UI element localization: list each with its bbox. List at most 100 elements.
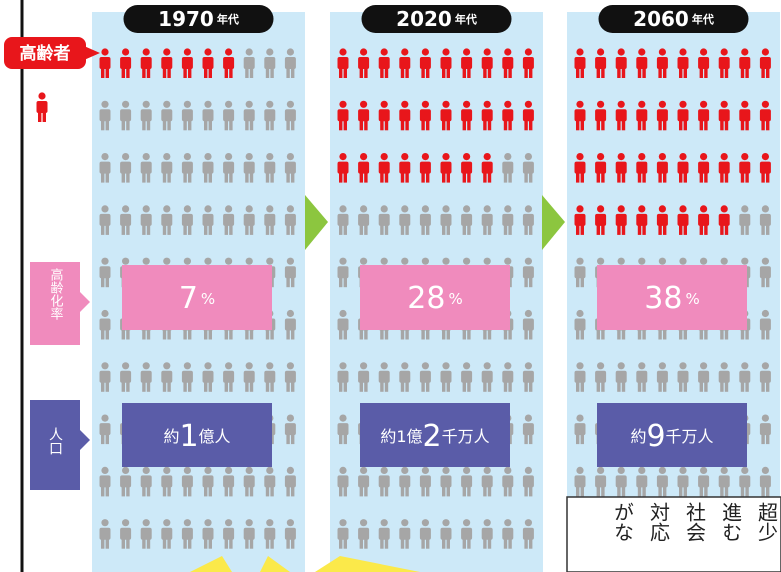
head [225,205,233,213]
leg [524,223,528,235]
head [204,100,212,108]
head [421,466,429,474]
leg [621,223,626,235]
person-icon [698,48,710,78]
rate-unit: % [685,290,699,308]
body [698,109,710,122]
person-icon [120,466,132,497]
leg [621,380,626,392]
head [524,414,533,422]
leg [224,380,228,392]
leg [487,171,492,183]
leg [188,171,192,183]
head [380,48,388,56]
leg [529,537,533,549]
leg [291,433,295,445]
leg [405,119,409,131]
person-icon [120,48,132,78]
pointer [80,430,90,450]
leg [637,328,642,340]
leg [529,485,533,497]
leg [229,380,233,392]
head [245,466,253,474]
person-icon [202,48,214,78]
body [264,109,276,122]
body [120,475,132,488]
head [163,257,171,265]
body [461,161,473,174]
person-icon [739,362,751,392]
leg [601,328,605,340]
leg [446,171,450,183]
body [399,370,411,383]
head [679,466,687,474]
leg [642,171,646,183]
person-icon [399,100,411,131]
leg [405,67,409,78]
leg [245,67,249,78]
leg [508,380,512,392]
leg [745,67,749,78]
person-icon [502,48,514,78]
head [286,48,294,56]
person-icon [677,100,689,131]
leg [188,485,192,497]
person-icon [461,205,473,235]
population-part: 約1億 [380,427,422,446]
head [380,153,388,161]
head [741,205,749,213]
leg [580,67,584,78]
leg [204,171,208,183]
head [142,257,150,265]
leg [162,380,167,392]
leg [683,119,687,131]
head [101,362,109,370]
head [741,466,749,474]
rate: 7% [179,281,215,316]
person-icon [202,100,214,131]
leg [483,537,487,549]
head [225,466,233,474]
leg [745,433,749,445]
person-icon [264,466,276,497]
leg [658,380,662,392]
leg [121,171,125,183]
leg [142,380,146,392]
leg [663,328,667,340]
person-icon [595,100,607,131]
head [286,362,294,370]
leg [142,67,146,78]
leg [576,223,580,235]
leg [380,537,384,549]
head [463,519,471,527]
head [183,257,191,265]
leg [249,119,254,131]
head [266,205,274,213]
leg [658,119,662,131]
head [286,205,294,213]
leg [204,485,208,497]
leg [658,223,662,235]
head [617,48,625,56]
person-icon [99,362,111,392]
body [636,57,648,69]
body [358,370,370,383]
leg [576,433,580,445]
leg [270,328,274,340]
head [401,466,409,474]
leg [446,119,450,131]
leg [503,537,508,549]
person-icon [615,100,627,131]
head [183,100,191,108]
leg [265,485,270,497]
person-icon [99,414,111,445]
leg [446,223,450,235]
body [284,423,296,436]
body [358,57,370,69]
body [718,161,730,174]
leg [146,223,151,235]
head [122,519,130,527]
leg [38,111,42,122]
body [337,109,349,122]
body [502,475,514,488]
